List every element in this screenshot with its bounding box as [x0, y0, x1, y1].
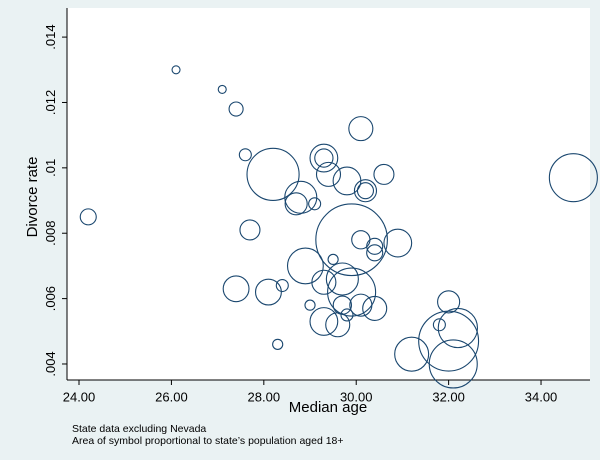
x-tick-label: 34.00	[525, 389, 558, 404]
bubble	[246, 147, 300, 201]
bubble	[309, 307, 339, 336]
bubble	[315, 203, 388, 277]
y-tick-label: .01	[43, 159, 58, 177]
bubble	[309, 143, 339, 173]
y-tick-label: .014	[43, 24, 58, 49]
bubble	[332, 295, 353, 315]
plot-area	[67, 8, 590, 380]
bubble	[308, 197, 322, 211]
bubble	[79, 208, 97, 226]
y-tick-label: .008	[43, 221, 58, 246]
bubble	[373, 163, 395, 185]
bubble	[286, 247, 324, 285]
bubble	[171, 65, 181, 75]
note: Area of symbol proportional to state’s p…	[72, 435, 344, 447]
y-tick-label: .012	[43, 90, 58, 115]
y-tick-label: .006	[43, 286, 58, 311]
bubble	[366, 244, 384, 262]
bubble	[362, 295, 388, 321]
bubble	[311, 269, 337, 295]
bubble	[383, 228, 413, 258]
bubble	[548, 153, 598, 203]
bubble	[327, 253, 339, 265]
bubble	[432, 318, 446, 332]
x-tick-label: 30.00	[340, 389, 373, 404]
bubble	[314, 148, 334, 168]
bubble	[228, 101, 244, 117]
bubble	[356, 182, 375, 200]
bubble	[327, 267, 377, 317]
bubble	[325, 312, 351, 338]
bubble	[315, 161, 342, 187]
x-tick-label: 24.00	[63, 389, 96, 404]
bubble	[284, 192, 308, 216]
bubble	[272, 338, 284, 350]
bubble	[340, 308, 354, 322]
note: State data excluding Nevada	[72, 423, 206, 435]
bubble	[275, 278, 289, 293]
bubble	[254, 278, 282, 306]
bubble	[238, 148, 252, 162]
bubble	[325, 262, 359, 296]
bubble	[222, 275, 250, 303]
x-tick-label: 32.00	[432, 389, 465, 404]
bubble	[304, 299, 316, 311]
bubble	[353, 179, 378, 203]
y-tick-label: .004	[43, 351, 58, 376]
bubble	[348, 116, 374, 142]
bubble	[239, 219, 261, 241]
x-tick-label: 28.00	[248, 389, 281, 404]
x-axis-title: Median age	[289, 399, 367, 416]
x-tick-label: 26.00	[155, 389, 188, 404]
bubble	[349, 293, 373, 317]
bubble	[428, 339, 478, 389]
bubble	[437, 290, 461, 314]
bubble	[366, 237, 384, 255]
bubble	[394, 336, 430, 372]
bubble	[437, 307, 479, 349]
y-axis-title: Divorce rate	[24, 157, 41, 238]
bubble	[217, 84, 227, 94]
